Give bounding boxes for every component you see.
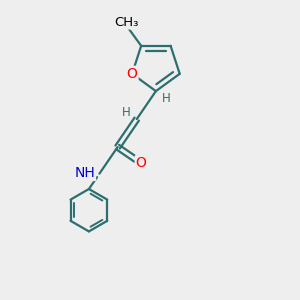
Text: O: O xyxy=(136,156,147,170)
Text: O: O xyxy=(127,67,137,81)
Text: NH: NH xyxy=(74,166,95,180)
Text: H: H xyxy=(122,106,131,118)
Text: H: H xyxy=(162,92,170,105)
Text: CH₃: CH₃ xyxy=(114,16,139,28)
